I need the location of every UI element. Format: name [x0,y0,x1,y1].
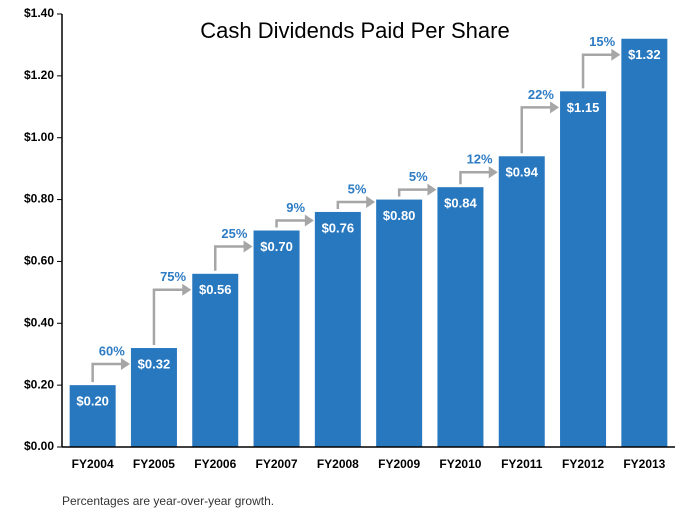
growth-label: 5% [409,169,428,184]
bar [621,38,668,447]
growth-label: 12% [467,152,493,167]
y-tick-label: $0.80 [24,192,54,206]
growth-arrow [459,171,491,185]
bar [314,211,361,447]
growth-arrow [152,288,185,346]
y-tick-label: $0.00 [24,439,54,453]
bar [69,385,116,447]
growth-label: 75% [160,269,186,284]
value-label: $0.84 [444,196,477,211]
growth-label: 22% [528,87,554,102]
y-tick-label: $1.40 [24,6,54,20]
x-tick-label: FY2013 [623,457,665,471]
bar [560,91,607,448]
arrow-head [304,214,314,227]
growth-label: 25% [221,226,247,241]
value-label: $1.32 [628,47,661,62]
value-label: $0.76 [322,220,355,235]
y-tick-label: $1.00 [24,130,54,144]
x-tick-label: FY2010 [439,457,481,471]
value-label: $0.70 [260,239,293,254]
y-tick-label: $0.40 [24,315,54,329]
arrow-head [182,283,192,296]
x-tick-label: FY2007 [256,457,298,471]
bar [498,156,545,447]
x-tick-label: FY2004 [72,457,114,471]
y-tick-label: $1.20 [24,68,54,82]
growth-label: 9% [286,200,305,215]
value-label: $0.80 [383,208,416,223]
x-tick-label: FY2006 [194,457,236,471]
growth-label: 15% [589,34,615,49]
value-label: $0.94 [505,165,538,180]
arrow-head [611,48,621,61]
growth-arrow [336,200,369,209]
arrow-head [488,166,498,179]
value-label: $0.20 [76,394,109,409]
value-label: $1.15 [567,100,600,115]
growth-arrow [520,106,553,154]
growth-arrow [275,219,307,228]
x-tick-label: FY2005 [133,457,175,471]
chart-title: Cash Dividends Paid Per Share [200,18,509,43]
bar [253,230,300,447]
y-tick-label: $0.20 [24,377,54,391]
value-label: $0.56 [199,282,232,297]
arrow-head [366,195,376,208]
bar [437,187,484,447]
footnote: Percentages are year-over-year growth. [62,494,274,508]
x-tick-label: FY2009 [378,457,420,471]
x-tick-label: FY2011 [501,457,543,471]
x-tick-label: FY2012 [562,457,604,471]
growth-label: 5% [348,181,367,196]
arrow-head [120,358,130,371]
growth-arrow [91,362,123,383]
growth-label: 60% [99,343,125,358]
arrow-head [427,183,437,196]
x-tick-label: FY2008 [317,457,359,471]
arrow-head [550,101,560,114]
bar [376,199,423,447]
arrow-head [243,240,253,253]
value-label: $0.32 [138,356,171,371]
bar [192,273,239,447]
bar [130,348,177,447]
growth-arrow [397,188,430,197]
growth-arrow [214,245,246,271]
y-tick-label: $0.60 [24,254,54,268]
growth-arrow [581,53,614,89]
